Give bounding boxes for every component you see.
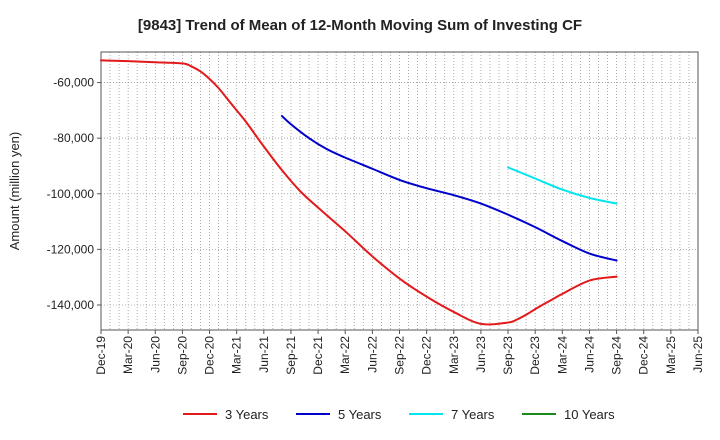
chart-title: [9843] Trend of Mean of 12-Month Moving … [138, 17, 582, 34]
x-tick-label: Jun-22 [365, 336, 379, 373]
y-axis-ticks: -60,000 -80,000 -100,000 -120,000 -140,000 [47, 76, 101, 312]
y-tick-label: -60,000 [53, 76, 94, 90]
y-tick-label: -120,000 [47, 242, 95, 256]
series-line-5-years [280, 114, 618, 262]
x-tick-label: Sep-23 [501, 336, 515, 375]
grid [100, 52, 699, 330]
x-tick-label: Mar-24 [555, 336, 569, 374]
x-tick-label: Dec-20 [203, 336, 217, 375]
x-tick-label: Mar-22 [338, 336, 352, 374]
series-line-7-years [507, 166, 618, 205]
x-tick-label: Mar-25 [664, 336, 678, 374]
x-tick-label: Dec-19 [94, 336, 108, 375]
y-tick-label: -100,000 [47, 187, 95, 201]
legend-label-3-years: 3 Years [225, 407, 269, 422]
legend: 3 Years 5 Years 7 Years 10 Years [183, 407, 615, 422]
legend-label-7-years: 7 Years [451, 407, 495, 422]
x-tick-label: Dec-24 [637, 336, 651, 375]
x-tick-label: Dec-21 [311, 336, 325, 375]
x-tick-label: Mar-20 [121, 336, 135, 374]
legend-label-5-years: 5 Years [338, 407, 382, 422]
x-tick-label: Jun-21 [257, 336, 271, 373]
legend-label-10-years: 10 Years [564, 407, 615, 422]
x-tick-label: Dec-22 [420, 336, 434, 375]
x-tick-label: Jun-20 [148, 336, 162, 373]
x-tick-label: Sep-21 [284, 336, 298, 375]
series-layer [100, 59, 618, 326]
y-tick-label: -140,000 [47, 298, 95, 312]
x-tick-label: Sep-24 [610, 336, 624, 375]
x-tick-label: Dec-23 [528, 336, 542, 375]
x-tick-label: Jun-24 [582, 336, 596, 373]
x-axis-ticks: Dec-19 Mar-20 Jun-20 Sep-20 Dec-20 Mar-21 Jun-… [94, 330, 705, 375]
x-tick-label: Jun-25 [691, 336, 705, 373]
series-line-3-years [100, 59, 618, 326]
x-tick-label: Sep-22 [393, 336, 407, 375]
x-tick-label: Mar-23 [447, 336, 461, 374]
x-tick-label: Sep-20 [175, 336, 189, 375]
x-tick-label: Jun-23 [474, 336, 488, 373]
y-axis-label: Amount (million yen) [7, 132, 22, 251]
y-tick-label: -80,000 [53, 131, 94, 145]
x-tick-label: Mar-21 [230, 336, 244, 374]
